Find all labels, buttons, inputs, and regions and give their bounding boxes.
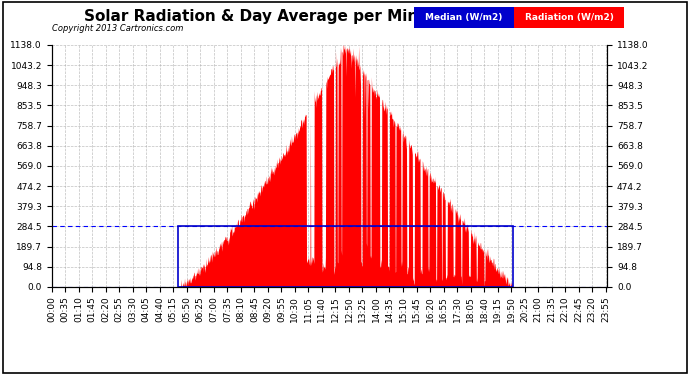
Text: Median (W/m2): Median (W/m2) xyxy=(425,13,503,22)
Bar xyxy=(178,226,513,287)
Text: Radiation (W/m2): Radiation (W/m2) xyxy=(525,13,613,22)
Text: Copyright 2013 Cartronics.com: Copyright 2013 Cartronics.com xyxy=(52,24,183,33)
Text: Solar Radiation & Day Average per Minute (Today) 20130719: Solar Radiation & Day Average per Minute… xyxy=(84,9,606,24)
